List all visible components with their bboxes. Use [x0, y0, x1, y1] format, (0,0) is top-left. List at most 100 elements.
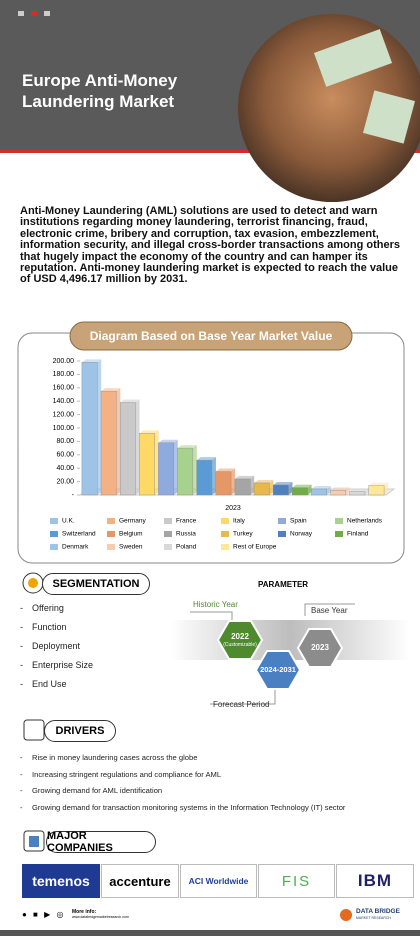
bar-side: [116, 388, 121, 495]
legend-swatch: [107, 518, 115, 524]
bar-side: [231, 468, 236, 495]
list-dash: -: [20, 660, 23, 670]
legend-swatch: [278, 518, 286, 524]
segment-item: Deployment: [32, 641, 81, 651]
bar-side: [345, 487, 350, 495]
bar-top: [273, 481, 293, 485]
bar: [349, 491, 366, 496]
legend-swatch: [221, 518, 229, 524]
bar-top: [177, 445, 197, 449]
legend-swatch: [221, 531, 229, 537]
legend-swatch: [164, 531, 172, 537]
legend-label: Russia: [176, 531, 196, 538]
hexagon: [296, 628, 344, 668]
bar-side: [154, 430, 159, 495]
intro-text: Anti-Money Laundering (AML) solutions ar…: [20, 205, 400, 286]
bar: [100, 390, 117, 496]
segment-item: Function: [32, 622, 67, 632]
legend-label: Switzerland: [62, 531, 96, 538]
bar-top: [81, 359, 102, 363]
hexagon-note: (Customizable): [223, 642, 257, 648]
bar-top: [234, 475, 255, 479]
y-tick-label: 40.00: [56, 465, 74, 472]
company-logo: temenos: [22, 864, 100, 898]
hexagon-label: 2022: [231, 632, 249, 641]
dot: [31, 11, 37, 16]
bar-side: [269, 479, 274, 495]
legend-label: Spain: [290, 518, 307, 525]
list-dash: -: [20, 679, 23, 689]
chart-title-pill: [69, 321, 353, 351]
segment-item: Enterprise Size: [32, 660, 94, 670]
legend-swatch: [50, 531, 58, 537]
legend-swatch: [221, 544, 229, 550]
legend-label: Rest of Europe: [233, 544, 277, 551]
connector: [190, 603, 355, 705]
icon: [23, 719, 45, 741]
legend-label: Poland: [176, 544, 197, 551]
section-heading: DRIVERS: [44, 720, 116, 742]
dot: [18, 11, 24, 16]
chart: - 20.00 40.00 60.00 80.00 100.00 120.00 140.00 1…: [50, 358, 396, 551]
legend-label: Denmark: [62, 544, 89, 551]
legend-swatch: [107, 544, 115, 550]
legend-swatch: [335, 518, 343, 524]
bar: [139, 433, 155, 496]
bar: [368, 485, 385, 496]
bar-top: [139, 430, 159, 434]
company-logo: FIS: [258, 864, 335, 898]
company-logo: accenture: [101, 864, 179, 898]
bar-side: [326, 485, 331, 495]
legend-swatch: [164, 544, 172, 550]
legend-label: Netherlands: [347, 518, 383, 525]
bar-side: [173, 439, 178, 495]
bar: [272, 484, 289, 496]
section-heading: SEGMENTATION: [42, 573, 150, 595]
chart-title: Diagram Based on Base Year Market Value: [89, 329, 333, 343]
driver-item: Growing demand for AML identification: [32, 786, 163, 795]
list-dash: -: [20, 603, 23, 613]
y-tick-label: 140.00: [53, 398, 75, 405]
legend-swatch: [164, 518, 172, 524]
bar-side: [97, 359, 102, 495]
footer-label: More info:: [72, 909, 97, 915]
parameter-title: PARAMETER: [258, 580, 309, 589]
social-icons: ● ■ ▶ ◎: [22, 910, 66, 919]
brand-logo: [340, 909, 352, 921]
parameter-label: Forecast Period: [213, 700, 270, 709]
driver-item: Rise in money laundering cases across th…: [32, 753, 198, 762]
brand-name: DATA BRIDGE: [356, 908, 400, 915]
y-tick-label: 60.00: [56, 452, 74, 459]
parameter-label: Base Year: [311, 606, 348, 615]
legend-label: Finland: [347, 531, 369, 538]
section-heading: MAJOR COMPANIES: [46, 830, 156, 854]
bar: [177, 447, 194, 496]
dot: [44, 11, 50, 16]
bar: [253, 482, 270, 496]
banknote: [363, 90, 415, 144]
banknote: [313, 29, 393, 87]
y-tick-label: 180.00: [53, 371, 75, 378]
bar-top: [368, 482, 389, 486]
bar: [330, 490, 347, 496]
bar-top: [101, 388, 121, 392]
legend-swatch: [50, 544, 58, 550]
bar-side: [364, 488, 369, 495]
bar: [81, 362, 98, 496]
bar-top: [158, 439, 178, 443]
footer-rule: [0, 930, 420, 936]
footer-url: www.databridgemarketresearch.com: [72, 915, 129, 919]
page-title: Europe Anti-Money Laundering Market: [22, 71, 178, 111]
bar-top: [349, 488, 369, 492]
bar-top: [215, 468, 236, 472]
brand-sub: MARKET RESEARCH: [356, 916, 391, 920]
y-tick-label: 200.00: [53, 358, 75, 365]
bar-side: [288, 481, 293, 495]
bar: [234, 478, 251, 496]
bar-side: [307, 484, 312, 495]
list-dash: -: [20, 786, 23, 795]
legend-swatch: [335, 531, 343, 537]
legend-label: Italy: [233, 518, 246, 525]
icon: [28, 578, 38, 588]
bar-side: [135, 399, 140, 495]
